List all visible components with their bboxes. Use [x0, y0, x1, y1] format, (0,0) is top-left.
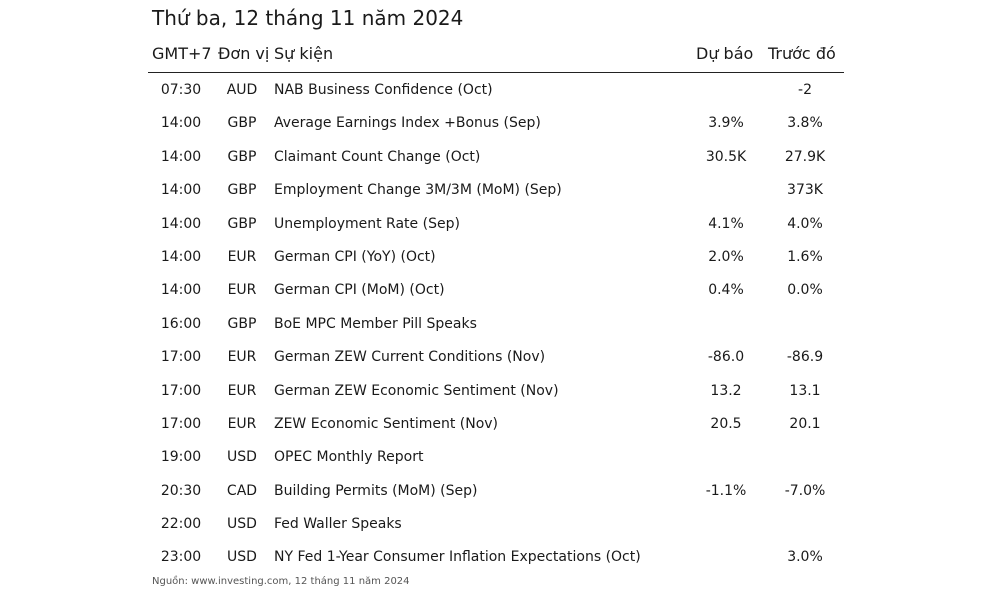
- event-forecast: 20.5: [710, 415, 742, 432]
- event-previous: -86.9: [786, 349, 824, 366]
- event-time: 07:30: [160, 82, 202, 98]
- event-currency: EUR: [227, 349, 257, 366]
- event-time: 14:00: [160, 115, 202, 132]
- event-name: BoE MPC Member Pill Speaks: [274, 315, 477, 332]
- table-row: 14:00 EUR German CPI (YoY) (Oct) 2.0% 1.6%: [148, 241, 844, 274]
- event-previous: -7.0%: [784, 482, 826, 499]
- column-header-previous: Trước đó: [768, 44, 836, 63]
- event-time: 19:00: [160, 449, 202, 466]
- page-title: Thứ ba, 12 tháng 11 năm 2024: [152, 6, 464, 30]
- event-previous: 1.6%: [787, 248, 823, 265]
- column-header-currency: Đơn vị: [218, 44, 270, 63]
- event-currency: EUR: [227, 282, 257, 299]
- event-previous: 4.0%: [787, 215, 823, 232]
- event-previous: -2: [798, 82, 812, 98]
- event-name: German ZEW Current Conditions (Nov): [274, 349, 546, 366]
- event-currency: GBP: [227, 315, 257, 332]
- event-name: German ZEW Economic Sentiment (Nov): [274, 382, 559, 399]
- event-time: 14:00: [160, 248, 202, 265]
- table-row: 20:30 CAD Building Permits (MoM) (Sep) -1.1…: [148, 475, 844, 508]
- event-previous: 373K: [787, 182, 823, 199]
- event-time: 14:00: [160, 215, 202, 232]
- column-header-event: Sự kiện: [274, 44, 334, 63]
- event-currency: EUR: [227, 415, 257, 432]
- event-time: 23:00: [160, 549, 202, 566]
- event-currency: CAD: [226, 482, 258, 499]
- column-header-time: GMT+7: [152, 44, 212, 63]
- event-time: 14:00: [160, 182, 202, 199]
- event-forecast: 13.2: [710, 382, 742, 399]
- event-forecast: -1.1%: [705, 482, 747, 499]
- event-previous: 3.0%: [787, 549, 823, 566]
- event-name: Building Permits (MoM) (Sep): [274, 482, 478, 499]
- event-time: 20:30: [160, 482, 202, 499]
- event-currency: USD: [227, 516, 257, 533]
- event-currency: EUR: [227, 248, 257, 265]
- table-header: GMT+7 Đơn vị Sự kiện Dự báo Trước đó: [148, 44, 844, 73]
- table-row: 14:00 GBP Employment Change 3M/3M (MoM) (S…: [148, 174, 844, 207]
- event-currency: USD: [227, 449, 257, 466]
- event-time: 17:00: [160, 349, 202, 366]
- event-time: 17:00: [160, 382, 202, 399]
- event-previous: 3.8%: [787, 115, 823, 132]
- table-row: 19:00 USD OPEC Monthly Report: [148, 441, 844, 474]
- table-row: 23:00 USD NY Fed 1-Year Consumer Inflation…: [148, 541, 844, 574]
- event-time: 14:00: [160, 282, 202, 299]
- table-row: 07:30 AUD NAB Business Confidence (Oct) -2: [148, 74, 844, 107]
- event-currency: GBP: [227, 148, 257, 165]
- event-forecast: 3.9%: [708, 115, 744, 132]
- event-currency: AUD: [226, 82, 258, 98]
- event-currency: GBP: [227, 182, 257, 199]
- table-row: 17:00 EUR ZEW Economic Sentiment (Nov) 20.5…: [148, 408, 844, 441]
- event-time: 14:00: [160, 148, 202, 165]
- table-row: 16:00 GBP BoE MPC Member Pill Speaks: [148, 308, 844, 341]
- event-name: Unemployment Rate (Sep): [274, 215, 460, 232]
- column-header-forecast: Dự báo: [696, 44, 754, 63]
- event-forecast: -86.0: [707, 349, 745, 366]
- event-name: ZEW Economic Sentiment (Nov): [274, 415, 499, 432]
- source-note: Nguồn: www.investing.com, 12 tháng 11 nă…: [152, 576, 410, 587]
- event-time: 17:00: [160, 415, 202, 432]
- event-time: 16:00: [160, 315, 202, 332]
- event-previous: 20.1: [789, 415, 821, 432]
- event-forecast: 2.0%: [708, 248, 744, 265]
- event-name: Claimant Count Change (Oct): [274, 148, 481, 165]
- event-name: OPEC Monthly Report: [274, 449, 424, 466]
- event-forecast: 4.1%: [708, 215, 744, 232]
- table-row: 17:00 EUR German ZEW Economic Sentiment (N…: [148, 375, 844, 408]
- table-row: 22:00 USD Fed Waller Speaks: [148, 508, 844, 541]
- event-previous: 0.0%: [787, 282, 823, 299]
- event-name: German CPI (MoM) (Oct): [274, 282, 445, 299]
- event-name: German CPI (YoY) (Oct): [274, 248, 436, 265]
- event-previous: 27.9K: [784, 148, 826, 165]
- table-row: 14:00 EUR German CPI (MoM) (Oct) 0.4% 0.0%: [148, 274, 844, 307]
- event-previous: 13.1: [789, 382, 821, 399]
- event-name: NY Fed 1-Year Consumer Inflation Expecta…: [274, 549, 641, 566]
- table-row: 17:00 EUR German ZEW Current Conditions (N…: [148, 341, 844, 374]
- event-name: Average Earnings Index +Bonus (Sep): [274, 115, 541, 132]
- table-row: 14:00 GBP Average Earnings Index +Bonus (S…: [148, 107, 844, 140]
- event-currency: GBP: [227, 115, 257, 132]
- table-row: 14:00 GBP Claimant Count Change (Oct) 30.5K…: [148, 141, 844, 174]
- event-table-body: 07:30 AUD NAB Business Confidence (Oct) -2 1…: [148, 74, 844, 575]
- event-currency: GBP: [227, 215, 257, 232]
- event-name: Fed Waller Speaks: [274, 516, 402, 533]
- event-time: 22:00: [160, 516, 202, 533]
- event-forecast: 0.4%: [708, 282, 744, 299]
- table-row: 14:00 GBP Unemployment Rate (Sep) 4.1% 4.0%: [148, 208, 844, 241]
- event-currency: EUR: [227, 382, 257, 399]
- event-name: NAB Business Confidence (Oct): [274, 82, 493, 98]
- event-name: Employment Change 3M/3M (MoM) (Sep): [274, 182, 562, 199]
- event-forecast: 30.5K: [705, 148, 747, 165]
- event-currency: USD: [227, 549, 257, 566]
